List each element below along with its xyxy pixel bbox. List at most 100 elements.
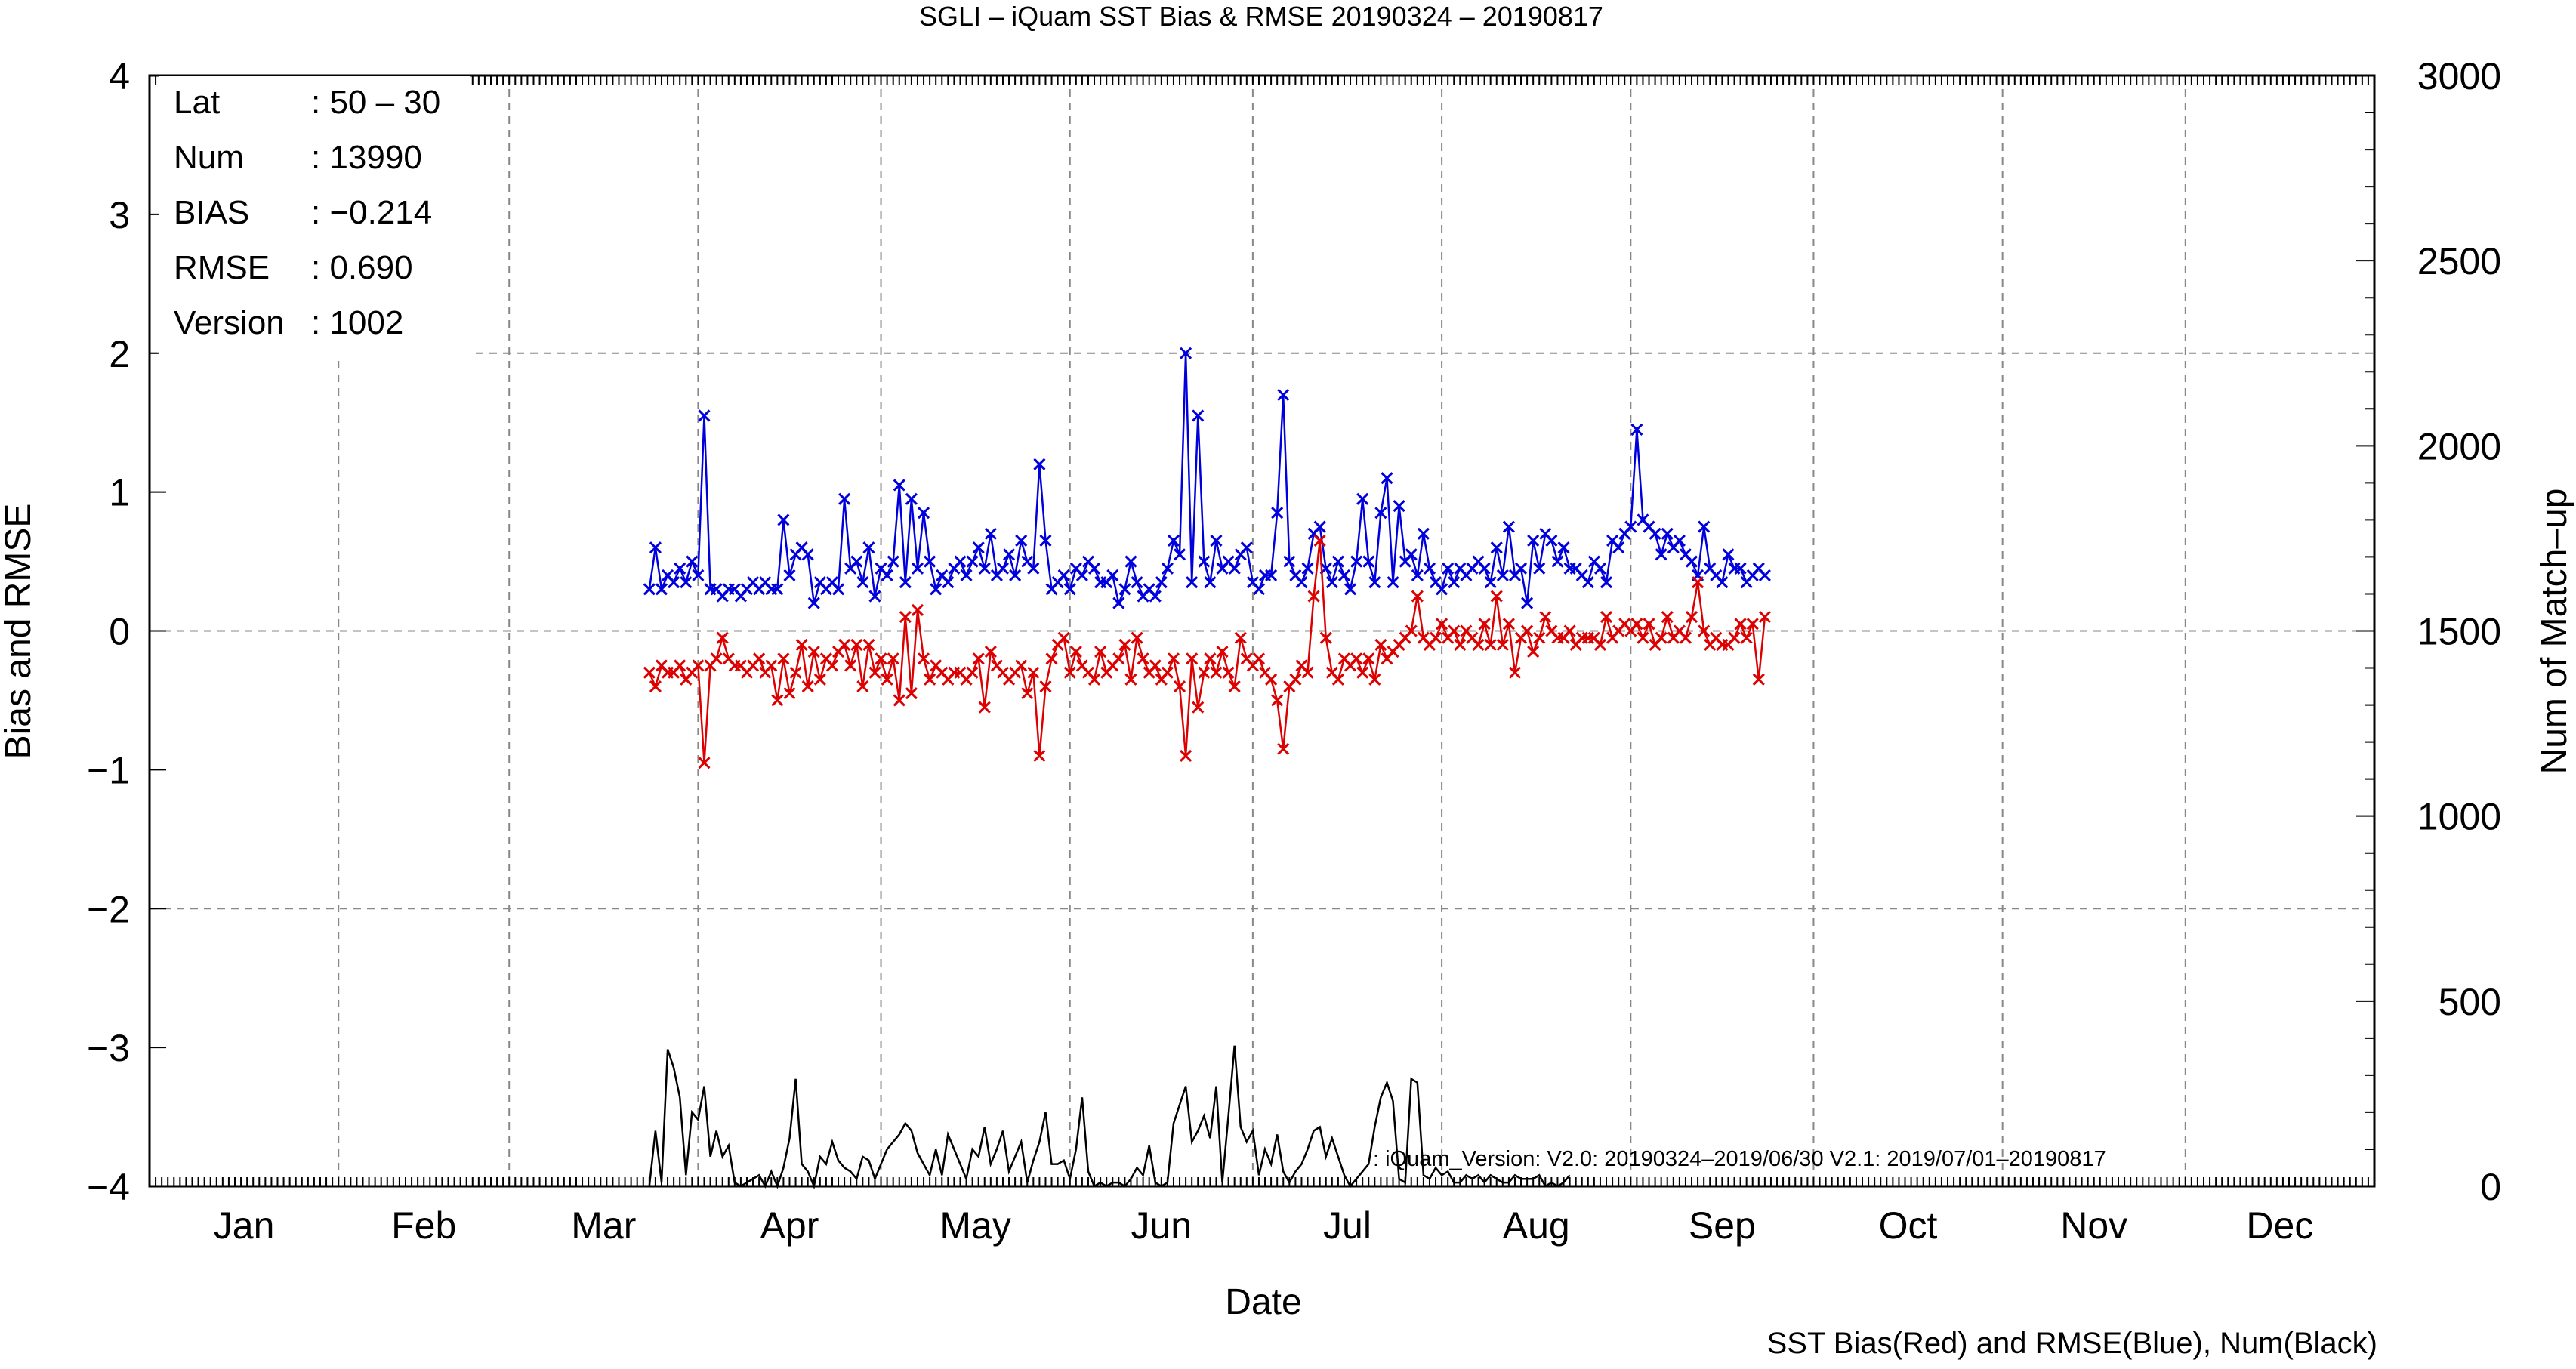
data-point-marker xyxy=(1337,569,1351,582)
data-point-marker xyxy=(1350,652,1363,665)
data-point-marker xyxy=(972,652,985,665)
y-right-tick-label: 3000 xyxy=(2417,55,2501,97)
data-point-marker xyxy=(1551,555,1564,568)
data-point-marker xyxy=(1490,590,1503,603)
data-point-marker xyxy=(1502,618,1515,631)
data-point-marker xyxy=(710,652,723,665)
data-point-marker xyxy=(1637,631,1649,644)
data-point-marker xyxy=(1155,576,1168,589)
x-tick-label: Sep xyxy=(1689,1204,1756,1247)
data-point-marker xyxy=(1045,652,1058,665)
y-right-tick-labels: 3000 2500 2000 1500 1000 500 0 xyxy=(2417,55,2501,1208)
data-point-marker xyxy=(674,562,686,575)
data-point-marker xyxy=(1484,638,1497,651)
data-point-marker xyxy=(1649,527,1661,540)
data-point-marker xyxy=(1539,611,1552,624)
data-point-marker xyxy=(905,687,918,700)
data-point-marker xyxy=(1411,569,1424,582)
data-point-marker xyxy=(930,583,942,596)
data-point-marker xyxy=(1472,638,1485,651)
data-point-marker xyxy=(1698,520,1711,533)
data-point-marker xyxy=(1277,742,1290,755)
data-point-marker xyxy=(1124,673,1137,686)
data-point-marker xyxy=(984,527,997,540)
data-point-marker xyxy=(1301,562,1314,575)
data-point-marker xyxy=(1301,666,1314,679)
y-left-tick-label: −4 xyxy=(87,1166,130,1208)
stat-value: : 0.690 xyxy=(311,249,413,286)
x-tick-label: Jun xyxy=(1131,1204,1192,1247)
data-point-marker xyxy=(1087,562,1101,575)
data-point-marker xyxy=(850,638,863,651)
data-point-marker xyxy=(1502,520,1515,533)
data-point-marker xyxy=(1167,652,1180,665)
stat-value: : −0.214 xyxy=(311,194,432,231)
stats-box: Lat: 50 – 30 Num: 13990 BIAS: −0.214 RMSE: … xyxy=(159,76,470,355)
data-point-marker xyxy=(875,652,887,665)
data-point-marker xyxy=(1039,680,1052,693)
data-point-marker xyxy=(698,409,711,422)
y-left-tick-label: −3 xyxy=(87,1027,130,1069)
data-point-marker xyxy=(1283,555,1296,568)
data-point-marker xyxy=(716,631,729,644)
data-point-marker xyxy=(674,659,686,672)
data-point-marker xyxy=(825,659,839,672)
data-point-marker xyxy=(1362,555,1375,568)
data-point-marker xyxy=(1180,749,1192,763)
data-point-marker xyxy=(753,652,766,665)
data-point-marker xyxy=(1173,680,1186,693)
data-point-marker xyxy=(1545,534,1558,547)
plot-frame xyxy=(148,74,2376,1188)
data-point-marker xyxy=(1222,666,1235,679)
data-point-marker xyxy=(1490,541,1503,554)
data-point-marker xyxy=(1563,624,1576,637)
data-point-marker xyxy=(1240,541,1253,554)
data-point-marker xyxy=(1374,507,1387,520)
data-point-marker xyxy=(838,638,851,651)
data-point-marker xyxy=(765,659,778,672)
x-tick-label: Apr xyxy=(760,1204,819,1247)
data-point-marker xyxy=(1600,611,1613,624)
data-point-marker xyxy=(1063,666,1076,679)
y-right-tick-label: 2000 xyxy=(2417,425,2501,467)
data-point-marker xyxy=(1728,631,1741,644)
data-point-marker xyxy=(1137,652,1149,665)
y-right-tick-label: 1500 xyxy=(2417,611,2501,653)
x-tick-label: Jul xyxy=(1323,1204,1371,1247)
y-left-tick-label: 1 xyxy=(109,472,130,514)
footer-note: SST Bias(Red) and RMSE(Blue), Num(Black) xyxy=(1767,1327,2377,1360)
data-point-marker xyxy=(1527,646,1540,658)
data-point-marker xyxy=(1094,646,1107,658)
data-point-marker xyxy=(1075,569,1088,582)
data-point-marker xyxy=(1436,583,1448,596)
data-point-marker xyxy=(1600,576,1613,589)
data-point-marker xyxy=(686,555,699,568)
y-right-tick-label: 500 xyxy=(2439,981,2501,1023)
data-point-marker xyxy=(1161,666,1174,679)
data-point-marker xyxy=(789,666,802,679)
data-point-marker xyxy=(777,513,790,526)
data-point-marker xyxy=(1057,631,1070,644)
data-point-marker xyxy=(1752,673,1765,686)
data-point-marker xyxy=(838,492,851,505)
data-point-marker xyxy=(1173,548,1186,561)
data-point-marker xyxy=(1734,618,1747,631)
data-point-marker xyxy=(1442,562,1455,575)
data-point-marker xyxy=(783,687,796,700)
data-point-marker xyxy=(1002,548,1016,561)
stat-key: BIAS xyxy=(174,194,249,231)
data-point-marker xyxy=(1478,562,1491,575)
data-point-marker xyxy=(1307,590,1320,603)
y-left-tick-label: −2 xyxy=(87,888,130,930)
data-point-marker xyxy=(1740,631,1753,644)
data-point-marker xyxy=(1734,562,1747,575)
data-point-marker xyxy=(1271,507,1284,520)
data-point-marker xyxy=(881,569,893,582)
stat-value: : 50 – 30 xyxy=(311,84,440,121)
x-tick-label: Dec xyxy=(2246,1204,2313,1247)
data-point-marker xyxy=(1118,583,1131,596)
data-point-marker xyxy=(1533,562,1546,575)
data-point-marker xyxy=(771,694,784,707)
x-tick-label: Jan xyxy=(214,1204,275,1247)
data-point-marker xyxy=(1112,597,1125,609)
